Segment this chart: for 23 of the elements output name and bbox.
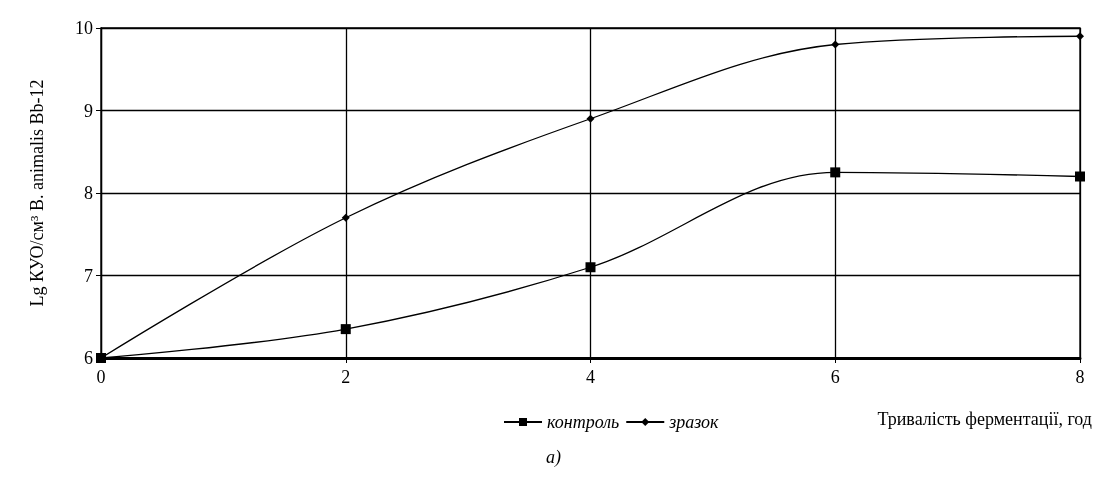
y-tick-label: 7 [84, 265, 93, 286]
text: а) [546, 447, 561, 468]
y-tick-label: 10 [75, 18, 93, 38]
point [340, 324, 351, 335]
x-tick-label: 2 [341, 367, 351, 387]
point [831, 40, 840, 49]
point [585, 262, 596, 273]
legend-label: зразок [668, 412, 720, 432]
y-tick-label: 9 [84, 100, 93, 121]
legend-label: контроль [547, 412, 620, 432]
x-tick-label: 0 [96, 367, 106, 387]
y-tick-label: 8 [84, 183, 93, 203]
point [1076, 32, 1084, 41]
point [1075, 171, 1085, 182]
x-axis-title: Тривалість ферментації, год [877, 409, 1092, 429]
point [830, 167, 841, 178]
x-tick-label: 8 [1075, 367, 1085, 387]
x-tick-label: 6 [830, 367, 840, 387]
point [341, 213, 350, 222]
point [586, 114, 595, 123]
x-tick-label: 4 [586, 367, 595, 387]
y-tick-label: 6 [84, 348, 93, 368]
y-axis-title: Lg КУО/см³ B. animalis Bb-12 [27, 79, 47, 307]
